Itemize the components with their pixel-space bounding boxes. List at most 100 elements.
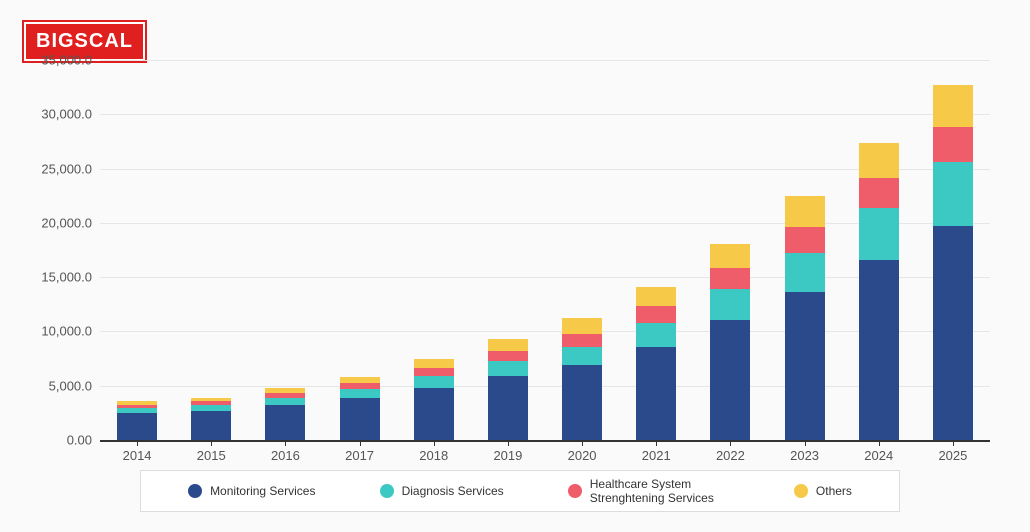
x-axis-tick-label: 2017 (345, 448, 374, 463)
x-axis-tick-label: 2018 (419, 448, 448, 463)
bar-group (636, 287, 676, 440)
bar-segment (488, 339, 528, 351)
bar-segment (859, 208, 899, 260)
bar-segment (636, 347, 676, 440)
legend-label: Others (816, 484, 852, 498)
bar-segment (340, 377, 380, 384)
legend-item: Diagnosis Services (380, 484, 504, 498)
y-axis-tick-label: 10,000.0 (12, 324, 92, 339)
bar-segment (117, 401, 157, 404)
bar-segment (636, 306, 676, 322)
gridline (100, 60, 990, 61)
gridline (100, 277, 990, 278)
bar-segment (562, 334, 602, 347)
legend-swatch (188, 484, 202, 498)
x-axis-tick-label: 2019 (493, 448, 522, 463)
bar-segment (710, 268, 750, 289)
bar-group (117, 401, 157, 440)
bar-segment (859, 260, 899, 440)
bar-segment (488, 361, 528, 376)
bar-group (265, 388, 305, 440)
bar-segment (117, 405, 157, 408)
y-axis-tick-label: 15,000.0 (12, 270, 92, 285)
bar-segment (562, 365, 602, 440)
gridline (100, 223, 990, 224)
bar-group (562, 318, 602, 440)
bar-segment (191, 401, 231, 405)
bar-segment (859, 143, 899, 179)
bar-segment (191, 411, 231, 440)
bar-group (488, 339, 528, 440)
bar-segment (414, 359, 454, 368)
chart-legend: Monitoring Services Diagnosis Services Hea… (140, 470, 900, 512)
bar-group (785, 196, 825, 440)
x-axis-tick-label: 2016 (271, 448, 300, 463)
bar-segment (933, 127, 973, 162)
bar-segment (636, 323, 676, 347)
y-axis-tick-label: 30,000.0 (12, 107, 92, 122)
x-axis-tick-label: 2021 (642, 448, 671, 463)
bar-segment (340, 383, 380, 389)
chart-plot-area: 0.005,000.010,000.015,000.020,000.025,00… (100, 60, 990, 440)
bar-segment (265, 388, 305, 393)
bar-segment (414, 368, 454, 376)
bar-segment (191, 398, 231, 402)
legend-item: Healthcare System Strenghtening Services (568, 477, 730, 506)
bar-segment (933, 162, 973, 226)
bar-segment (933, 226, 973, 440)
x-axis-line (100, 440, 990, 442)
legend-label: Diagnosis Services (402, 484, 504, 498)
bar-segment (340, 398, 380, 440)
bar-segment (785, 253, 825, 292)
bar-segment (191, 405, 231, 410)
y-axis-tick-label: 25,000.0 (12, 161, 92, 176)
legend-swatch (568, 484, 582, 498)
gridline (100, 114, 990, 115)
x-axis-tick-label: 2025 (938, 448, 967, 463)
legend-label: Monitoring Services (210, 484, 315, 498)
bar-segment (414, 388, 454, 440)
bar-group (933, 85, 973, 440)
legend-swatch (794, 484, 808, 498)
gridline (100, 386, 990, 387)
bar-group (859, 143, 899, 440)
bar-segment (785, 227, 825, 253)
bar-segment (636, 287, 676, 307)
bar-segment (117, 413, 157, 440)
x-axis-tick-label: 2014 (123, 448, 152, 463)
bar-segment (117, 408, 157, 413)
bar-group (340, 377, 380, 441)
legend-label: Healthcare System Strenghtening Services (590, 477, 730, 506)
bar-segment (710, 289, 750, 319)
gridline (100, 331, 990, 332)
bar-segment (414, 376, 454, 388)
bar-segment (859, 178, 899, 207)
x-axis-tick-label: 2020 (568, 448, 597, 463)
bar-segment (562, 318, 602, 333)
bar-segment (340, 389, 380, 398)
x-axis-tick-label: 2024 (864, 448, 893, 463)
x-axis-tick-label: 2022 (716, 448, 745, 463)
bar-segment (933, 85, 973, 127)
x-axis-tick-label: 2023 (790, 448, 819, 463)
bar-group (710, 244, 750, 441)
y-axis-tick-label: 20,000.0 (12, 215, 92, 230)
bar-segment (710, 244, 750, 269)
bar-segment (265, 393, 305, 398)
y-axis-tick-label: 5,000.0 (12, 378, 92, 393)
legend-swatch (380, 484, 394, 498)
x-axis-tick-label: 2015 (197, 448, 226, 463)
bar-segment (710, 320, 750, 441)
bar-segment (488, 351, 528, 361)
bar-segment (265, 405, 305, 440)
bar-segment (488, 376, 528, 440)
bar-segment (785, 292, 825, 440)
y-axis-tick-label: 0.00 (12, 433, 92, 448)
bar-segment (562, 347, 602, 365)
bar-group (191, 398, 231, 440)
bar-group (414, 359, 454, 440)
y-axis-tick-label: 35,000.0 (12, 53, 92, 68)
legend-item: Monitoring Services (188, 484, 315, 498)
gridline (100, 169, 990, 170)
legend-item: Others (794, 484, 852, 498)
